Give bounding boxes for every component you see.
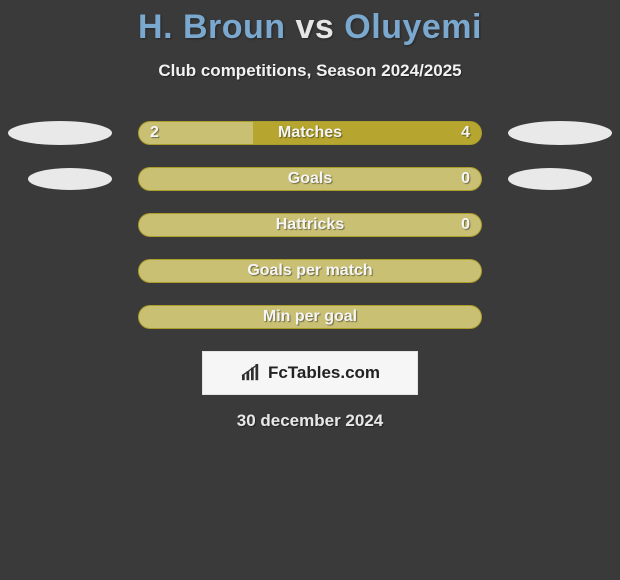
player1-name: H. Broun: [138, 8, 286, 46]
vs-label: vs: [296, 8, 335, 46]
stat-bar-track: [138, 121, 482, 145]
stat-bar-left: [139, 214, 481, 236]
player2-name: Oluyemi: [344, 8, 482, 46]
player1-chip: [8, 121, 112, 145]
stat-row: Hattricks0: [0, 213, 620, 237]
date-stamp: 30 december 2024: [0, 411, 620, 431]
stat-row: Goals0: [0, 167, 620, 191]
stat-row: Goals per match: [0, 259, 620, 283]
stat-row: Matches24: [0, 121, 620, 145]
stat-bar-track: [138, 167, 482, 191]
stat-bar-track: [138, 259, 482, 283]
player2-chip: [508, 121, 612, 145]
stat-bar-track: [138, 305, 482, 329]
stat-row: Min per goal: [0, 305, 620, 329]
subtitle: Club competitions, Season 2024/2025: [0, 61, 620, 81]
comparison-card: H. Broun vs Oluyemi Club competitions, S…: [0, 0, 620, 580]
stat-bar-track: [138, 213, 482, 237]
stats-rows: Matches24 Goals0 Hattricks0 Goals per match…: [0, 121, 620, 329]
page-title: H. Broun vs Oluyemi: [0, 0, 620, 47]
bar-chart-icon: [240, 364, 262, 382]
stat-bar-left: [139, 122, 253, 144]
brand-box[interactable]: FcTables.com: [202, 351, 418, 395]
player1-chip: [28, 168, 112, 190]
brand-text: FcTables.com: [268, 363, 380, 383]
stat-bar-left: [139, 260, 481, 282]
player2-chip: [508, 168, 592, 190]
stat-bar-left: [139, 306, 481, 328]
stat-bar-left: [139, 168, 481, 190]
